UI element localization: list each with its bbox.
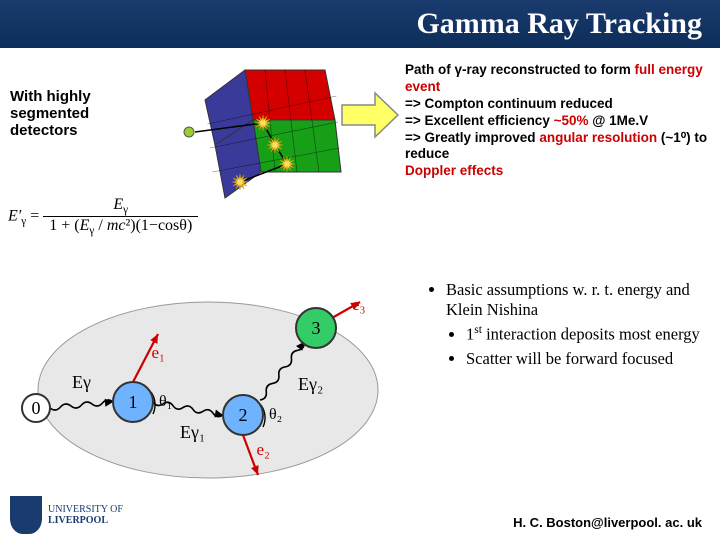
flow-arrow — [340, 85, 400, 145]
title-bar: Gamma Ray Tracking — [0, 0, 720, 48]
svg-text:3: 3 — [312, 318, 321, 338]
svg-text:0: 0 — [32, 398, 41, 418]
bullet-sub-0: 1st interaction deposits most energy — [466, 324, 710, 345]
svg-text:θ₁: θ₁ — [159, 393, 172, 410]
svg-text:Eγ₂: Eγ₂ — [298, 374, 323, 394]
svg-text:e₁: e₁ — [152, 343, 165, 362]
svg-text:Eγ: Eγ — [72, 372, 91, 392]
svg-text:1: 1 — [129, 392, 138, 412]
detector-diagram — [175, 60, 345, 210]
footer-email: H. C. Boston@liverpool. ac. uk — [513, 515, 702, 530]
svg-text:Eγ₁: Eγ₁ — [180, 422, 205, 442]
logo-text: UNIVERSITY OFLIVERPOOL — [48, 504, 123, 526]
compton-diagram: Eγ Eγ₁ Eγ₂ e₁ e₂ e₃ θ₁ θ₂ 0 1 2 3 — [8, 280, 388, 500]
compton-formula: E′γ = Eγ 1 + (Eγ / mc²)(1−cosθ) — [8, 196, 198, 237]
crest-icon — [10, 496, 42, 534]
university-logo: UNIVERSITY OFLIVERPOOL — [10, 496, 123, 534]
left-label: With highly segmented detectors — [10, 88, 120, 139]
bullet-sub-1: Scatter will be forward focused — [466, 349, 710, 369]
svg-text:2: 2 — [239, 405, 248, 425]
tracking-summary: Path of γ-ray reconstructed to form full… — [405, 62, 710, 180]
svg-text:θ₂: θ₂ — [269, 406, 282, 423]
svg-text:e₂: e₂ — [257, 440, 270, 459]
bullet-top: Basic assumptions w. r. t. energy and Kl… — [446, 280, 710, 320]
assumptions-list: Basic assumptions w. r. t. energy and Kl… — [420, 280, 710, 373]
svg-text:e₃: e₃ — [352, 295, 366, 314]
page-title: Gamma Ray Tracking — [416, 7, 702, 41]
